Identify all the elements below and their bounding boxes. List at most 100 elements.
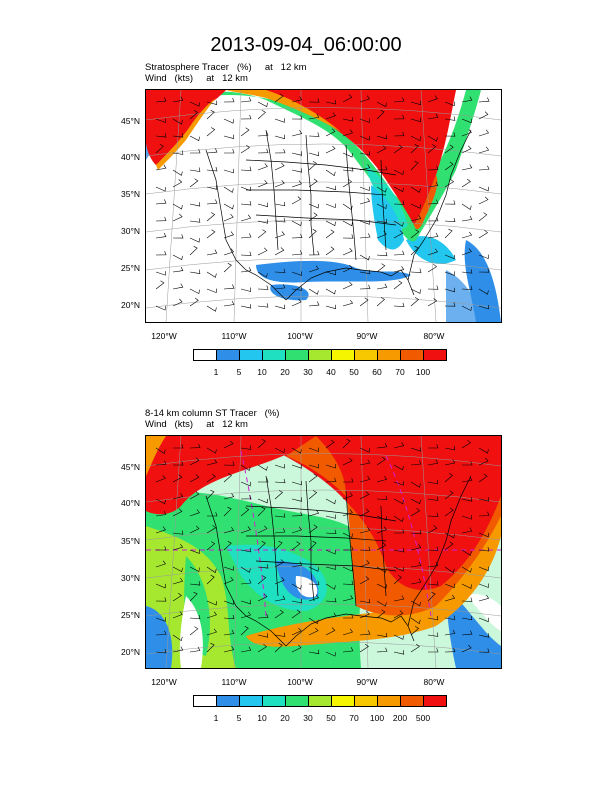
- wind-barb: [172, 474, 183, 483]
- wind-barb: [172, 213, 183, 222]
- wind-barb: [478, 532, 489, 538]
- wind-barb: [308, 265, 319, 273]
- wind-barb: [240, 526, 251, 534]
- wind-barb: [308, 463, 319, 469]
- wind-barb: [325, 203, 336, 209]
- wind-barb: [223, 566, 234, 571]
- wind-barb: [172, 234, 184, 239]
- wind-barb: [342, 580, 354, 585]
- wind-barb: [155, 118, 166, 123]
- wind-barb: [410, 561, 422, 568]
- wind-barb: [189, 218, 201, 223]
- wind-barb: [155, 560, 166, 568]
- wind-barb: [156, 546, 167, 551]
- wind-barb: [478, 254, 489, 260]
- colorbar-label: 40: [326, 367, 336, 377]
- wind-barb: [461, 549, 472, 556]
- wind-barb: [461, 145, 472, 154]
- wind-barb: [427, 581, 439, 586]
- wind-barb: [274, 528, 286, 534]
- wind-barb: [343, 546, 354, 551]
- colorbar-swatch: [354, 695, 378, 707]
- wind-barb: [427, 144, 437, 154]
- wind-barb: [308, 617, 319, 625]
- wind-barb: [410, 117, 421, 123]
- colorbar-label: 70: [349, 713, 359, 723]
- panel1-map: [145, 89, 502, 323]
- colorbar-label: 70: [395, 367, 405, 377]
- wind-barb: [257, 247, 268, 256]
- wind-barb: [223, 168, 234, 174]
- wind-barb: [172, 254, 183, 261]
- wind-barb: [274, 464, 285, 469]
- colorbar-swatch: [262, 349, 286, 361]
- wind-barb: [240, 251, 252, 256]
- wind-barb: [155, 510, 167, 517]
- wind-barb: [325, 612, 337, 619]
- colorbar-label: 1: [213, 713, 219, 723]
- wind-barb: [240, 233, 252, 239]
- wind-barb: [308, 288, 319, 295]
- wind-barb: [342, 281, 353, 290]
- wind-barb: [342, 566, 353, 572]
- wind-barb: [291, 220, 302, 227]
- wind-barb: [291, 511, 303, 517]
- wind-barb: [410, 100, 421, 106]
- wind-barb: [376, 145, 387, 154]
- wind-barb: [189, 149, 201, 154]
- wind-barb: [155, 583, 166, 589]
- wind-barb: [240, 267, 252, 273]
- wind-barb: [274, 513, 286, 518]
- wind-barb: [359, 630, 371, 636]
- wind-barb: [172, 283, 184, 290]
- figure-title: 2013-09-04_06:00:00: [210, 34, 402, 56]
- wind-barb: [478, 212, 488, 222]
- wind-barb: [359, 254, 370, 261]
- wind-barb: [376, 600, 387, 607]
- wind-barb: [359, 284, 371, 290]
- wind-barb: [325, 220, 336, 227]
- wind-barb: [223, 118, 234, 124]
- wind-barb: [308, 649, 320, 655]
- wind-barb: [461, 178, 471, 188]
- wind-barb: [376, 475, 388, 483]
- wind-barb: [257, 202, 268, 208]
- wind-barb: [274, 540, 283, 551]
- wind-barb: [189, 443, 201, 449]
- wind-barb: [359, 560, 370, 568]
- wind-barb: [410, 578, 422, 585]
- colorbar-swatch: [423, 349, 447, 361]
- wind-barb: [393, 302, 405, 307]
- wind-barb: [155, 97, 167, 103]
- wind-barb: [173, 444, 184, 449]
- wind-barb: [359, 297, 369, 307]
- wind-barb: [172, 646, 184, 653]
- wind-barb: [325, 477, 337, 483]
- wind-barb: [308, 203, 319, 209]
- wind-barb: [342, 167, 354, 172]
- wind-barb: [342, 264, 353, 273]
- wind-barb: [274, 180, 285, 188]
- wind-barb: [274, 231, 285, 239]
- wind-barb: [172, 493, 184, 500]
- wind-barb: [240, 599, 251, 605]
- wind-barb: [461, 630, 473, 636]
- wind-barb: [410, 498, 421, 505]
- wind-barb: [461, 305, 472, 312]
- wind-barb: [207, 512, 218, 517]
- wind-barb: [359, 508, 370, 517]
- colorbar-label: 30: [303, 367, 313, 377]
- wind-barb: [223, 248, 234, 256]
- wind-barb: [308, 473, 318, 483]
- colorbar-swatch: [285, 695, 309, 707]
- wind-barb: [240, 97, 252, 103]
- wind-barb: [291, 151, 303, 156]
- wind-barb: [325, 583, 336, 590]
- wind-barb: [393, 464, 404, 471]
- wind-barb: [325, 463, 336, 469]
- wind-barb: [342, 532, 353, 538]
- wind-barb: [444, 228, 453, 239]
- wind-barb: [376, 251, 388, 257]
- colorbar-label: 20: [280, 367, 290, 377]
- wind-barb: [189, 646, 201, 653]
